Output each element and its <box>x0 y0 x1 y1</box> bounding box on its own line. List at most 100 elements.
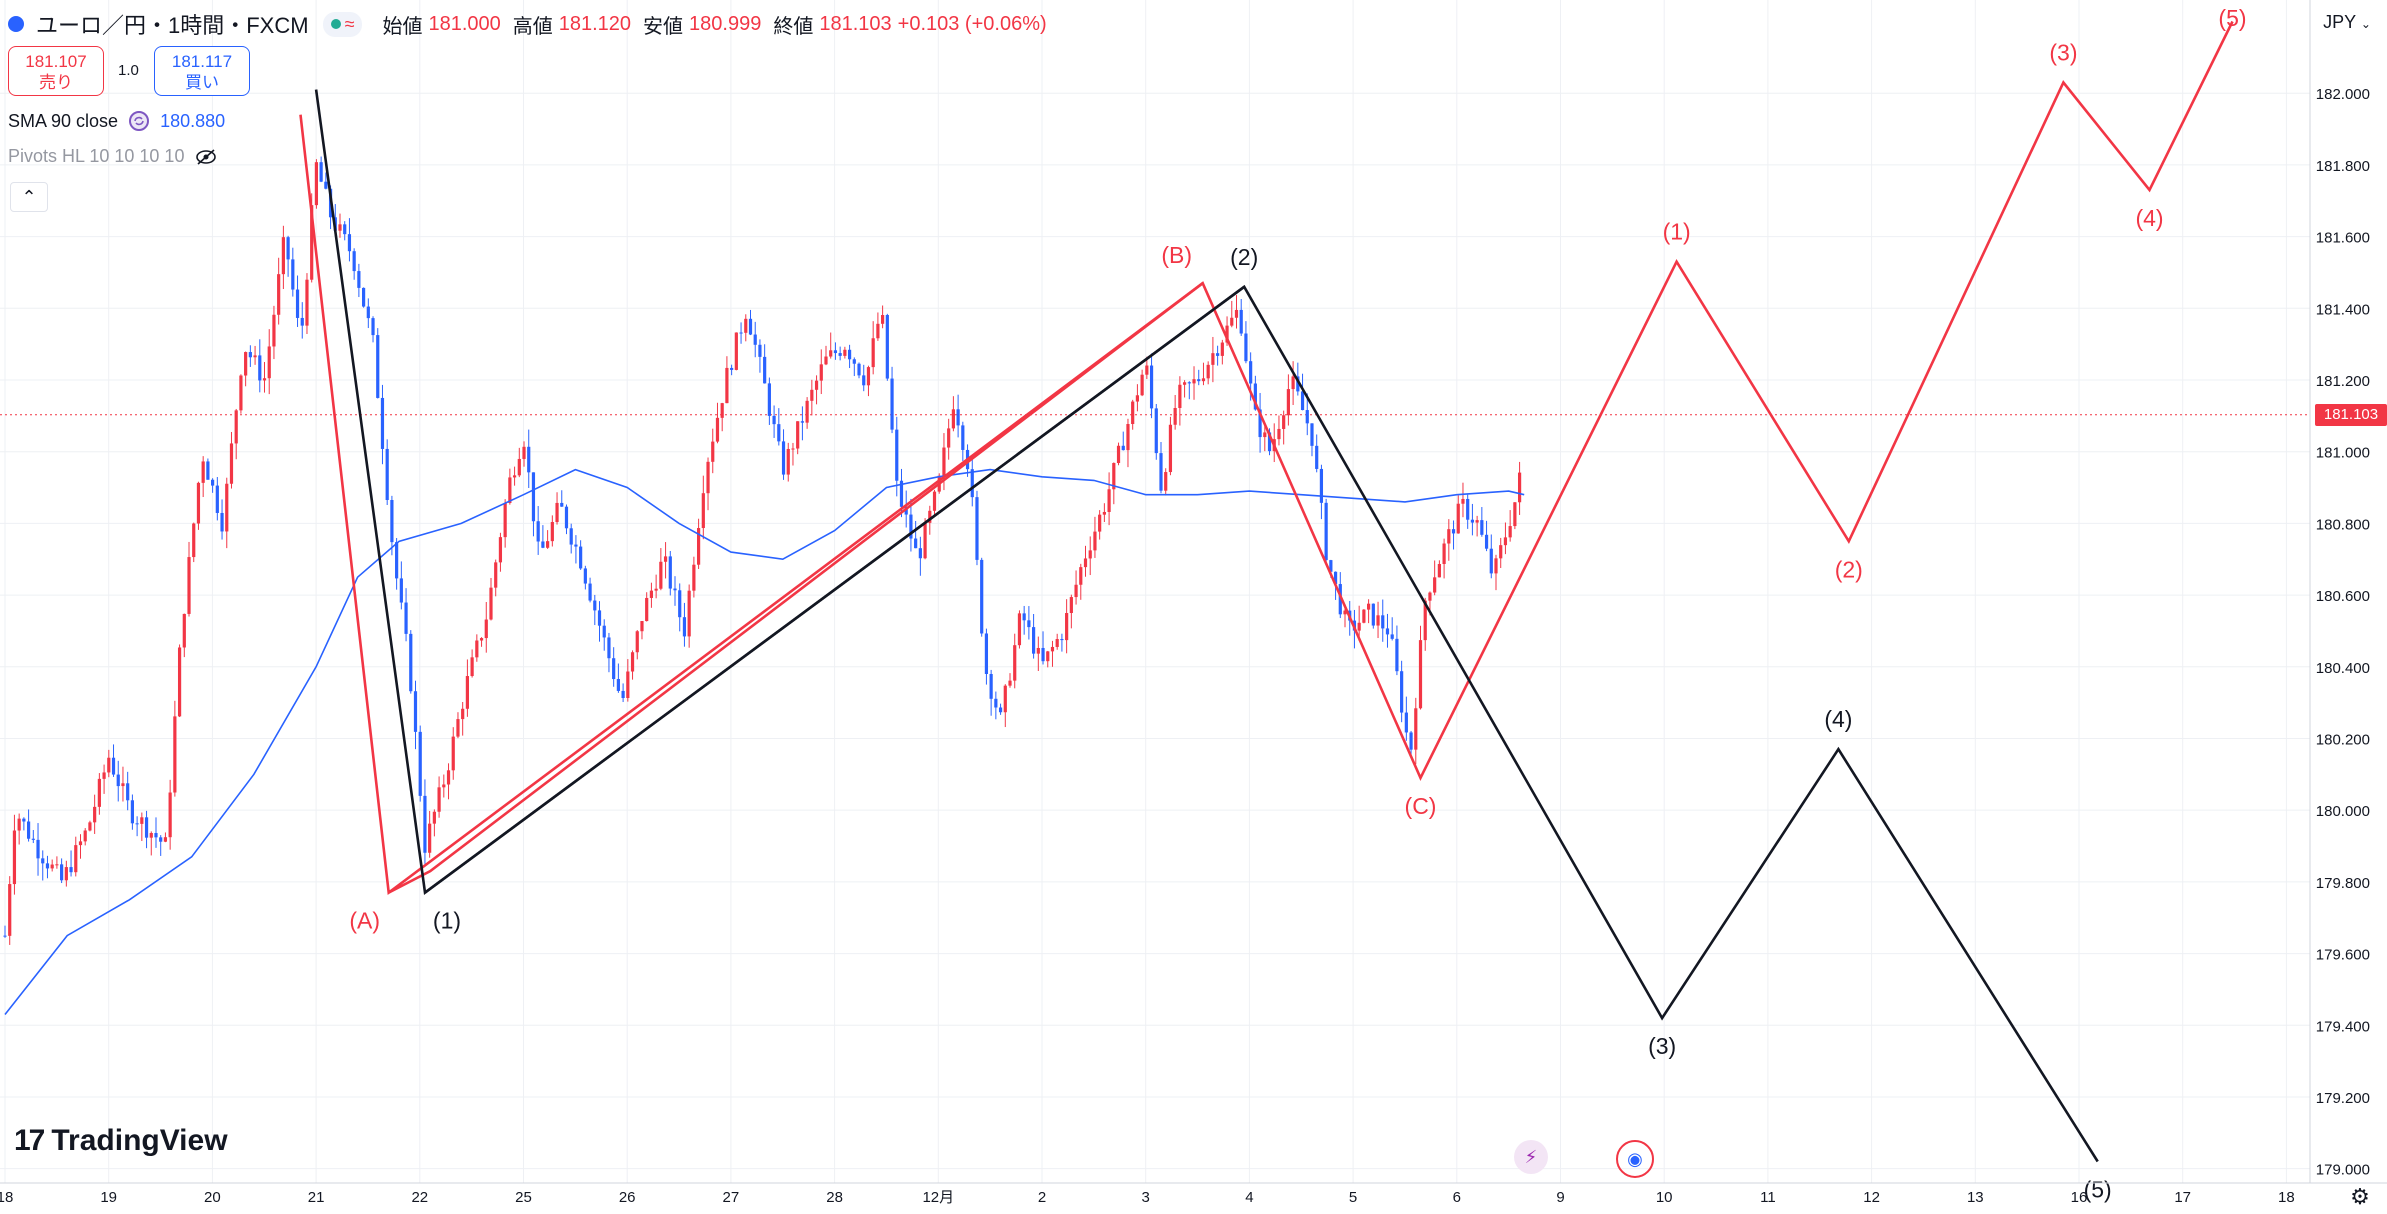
candle-body <box>951 409 955 429</box>
candle-body <box>1154 408 1158 454</box>
candle-body <box>1197 379 1201 382</box>
symbol-title[interactable]: ユーロ／円・1時間・FXCM <box>36 13 309 38</box>
candle-body <box>22 818 26 822</box>
events-icon[interactable]: ◉ <box>1616 1140 1654 1178</box>
buy-button[interactable]: 181.117 買い <box>154 46 250 96</box>
candle-body <box>159 837 163 842</box>
candle-body <box>215 485 219 513</box>
candle-body <box>8 884 12 936</box>
red-wave-label: (5) <box>2218 5 2246 31</box>
candle-body <box>1282 415 1286 429</box>
candle-body <box>475 640 479 658</box>
candle-body <box>121 783 125 787</box>
candle-body <box>192 523 196 558</box>
candle-body <box>744 318 748 333</box>
candle-body <box>1249 361 1253 384</box>
candle-body <box>1517 472 1522 503</box>
sma-indicator-legend[interactable]: SMA 90 close 180.880 <box>8 110 225 132</box>
candle-body <box>1277 428 1281 440</box>
candle-body <box>3 935 7 937</box>
candle-body <box>484 619 488 639</box>
candle-body <box>1470 519 1475 523</box>
candle-body <box>300 317 304 326</box>
candle-body <box>1428 592 1432 601</box>
x-tick-label: 18 <box>0 1189 13 1206</box>
candle-body <box>1329 560 1333 572</box>
candle-body <box>418 731 422 796</box>
currency-selector[interactable]: JPY ⌄ <box>2307 0 2387 44</box>
candle-body <box>909 514 913 539</box>
y-tick-label: 180.600 <box>2316 588 2370 605</box>
candle-body <box>262 378 267 381</box>
candle-body <box>1367 603 1371 610</box>
candle-body <box>579 546 583 569</box>
candle-body <box>814 380 819 390</box>
candle-body <box>725 367 729 404</box>
candle-body <box>380 397 385 449</box>
candle-body <box>536 521 540 542</box>
x-tick-label: 16 <box>2071 1189 2088 1206</box>
candle-body <box>97 778 101 807</box>
x-tick-label: 18 <box>2278 1189 2295 1206</box>
candle-body <box>1357 622 1361 631</box>
candle-body <box>291 259 295 290</box>
candle-body <box>1437 563 1441 578</box>
change-value: +0.103 (+0.06%) <box>897 12 1047 35</box>
candle-body <box>1480 520 1484 535</box>
candle-body <box>413 691 418 732</box>
candle-body <box>1253 383 1257 410</box>
candle-body <box>1286 389 1290 416</box>
candle-body <box>734 332 738 370</box>
price-axis-bg <box>2310 0 2387 1214</box>
x-tick-label: 2 <box>1038 1189 1046 1206</box>
lightning-icon[interactable]: ⚡ <box>1514 1140 1548 1174</box>
candle-body <box>361 287 366 307</box>
candle-body <box>1121 445 1125 451</box>
collapse-legend-button[interactable]: ⌃ <box>10 182 48 212</box>
candle-body <box>928 510 932 523</box>
candle-body <box>376 335 380 398</box>
candle-body <box>1017 613 1022 646</box>
market-status-badge[interactable]: ≈ <box>322 11 363 37</box>
candle-body <box>130 800 134 824</box>
candle-body <box>1381 615 1385 629</box>
candle-body <box>234 410 238 444</box>
low-value: 180.999 <box>689 12 762 35</box>
black-wave-label: (2) <box>1230 244 1258 270</box>
candle-body <box>970 469 974 498</box>
candle-body <box>1414 708 1418 750</box>
candle-body <box>1461 498 1465 504</box>
candle-body <box>1362 609 1366 623</box>
sell-button[interactable]: 181.107 売り <box>8 46 104 96</box>
candle-body <box>847 349 852 360</box>
sync-icon[interactable] <box>128 110 150 132</box>
x-tick-label: 12 <box>1863 1189 1880 1206</box>
candle-body <box>446 770 451 785</box>
candle-body <box>659 561 663 589</box>
candle-body <box>1135 395 1140 402</box>
settings-gear-icon[interactable]: ⚙ <box>2350 1184 2370 1209</box>
candle-body <box>1036 647 1040 654</box>
eye-hidden-icon[interactable] <box>194 147 218 167</box>
candle-body <box>673 588 677 591</box>
candle-body <box>1013 645 1017 681</box>
pivots-indicator-legend[interactable]: Pivots HL 10 10 10 10 <box>8 146 218 167</box>
candle-body <box>881 315 885 324</box>
candle-body <box>319 162 323 182</box>
candle-body <box>829 350 833 357</box>
y-tick-label: 179.600 <box>2316 947 2370 964</box>
candle-body <box>942 447 946 476</box>
quantity-value[interactable]: 1.0 <box>118 62 139 79</box>
symbol-legend: ユーロ／円・1時間・FXCM ≈ 始値 181.000 高値 181.120 安値 1… <box>8 8 1047 40</box>
candle-body <box>574 544 578 547</box>
tradingview-wordmark: TradingView <box>51 1124 228 1157</box>
candle-body <box>923 522 927 559</box>
x-tick-label: 6 <box>1453 1189 1461 1206</box>
candle-body <box>93 806 97 823</box>
candle-body <box>409 633 413 692</box>
candle-body <box>442 784 446 788</box>
candle-body <box>1494 558 1498 574</box>
candle-body <box>635 631 639 653</box>
black-wave-label: (1) <box>433 908 461 934</box>
